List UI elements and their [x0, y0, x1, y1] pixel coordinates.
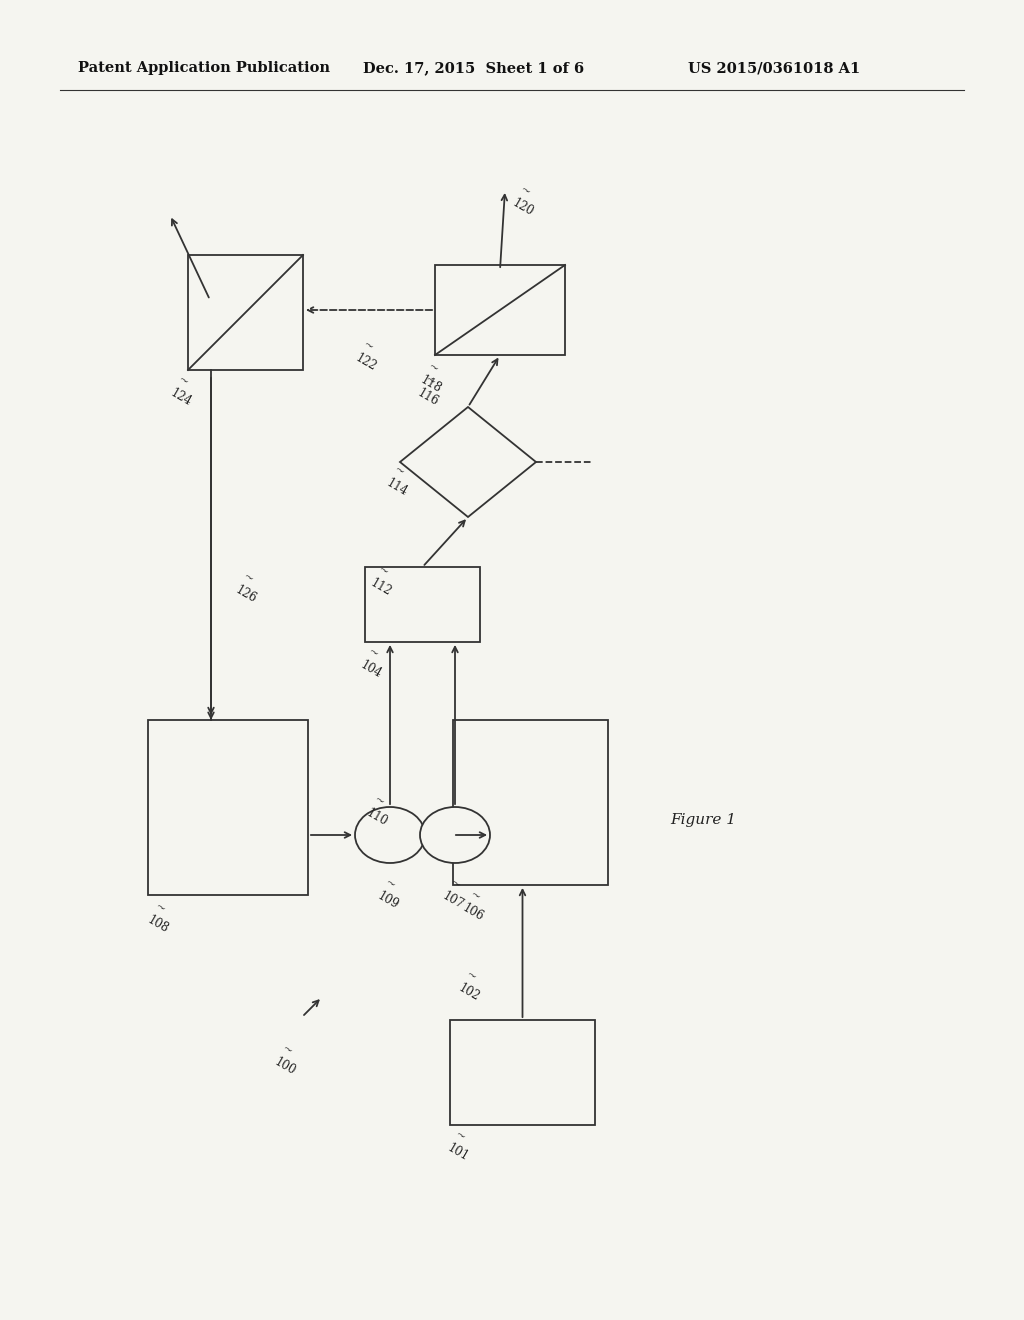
Ellipse shape: [420, 807, 490, 863]
Text: ~
124: ~ 124: [168, 374, 202, 408]
Text: ~
108: ~ 108: [145, 900, 178, 936]
Text: ~
106: ~ 106: [460, 888, 494, 924]
Text: US 2015/0361018 A1: US 2015/0361018 A1: [688, 61, 860, 75]
Text: ~
102: ~ 102: [456, 968, 489, 1003]
FancyBboxPatch shape: [435, 265, 565, 355]
Text: ~
107: ~ 107: [440, 876, 473, 911]
Text: Figure 1: Figure 1: [670, 813, 736, 828]
Polygon shape: [400, 407, 536, 517]
FancyBboxPatch shape: [365, 568, 480, 642]
Text: Patent Application Publication: Patent Application Publication: [78, 61, 330, 75]
Ellipse shape: [355, 807, 425, 863]
FancyBboxPatch shape: [148, 719, 308, 895]
Text: ~
104: ~ 104: [358, 645, 391, 680]
Text: Dec. 17, 2015  Sheet 1 of 6: Dec. 17, 2015 Sheet 1 of 6: [362, 61, 584, 75]
Text: ~
109: ~ 109: [375, 876, 409, 911]
Text: ~
116: ~ 116: [415, 374, 449, 408]
FancyBboxPatch shape: [450, 1020, 595, 1125]
FancyBboxPatch shape: [188, 255, 303, 370]
FancyBboxPatch shape: [453, 719, 608, 884]
Text: ~
114: ~ 114: [384, 463, 417, 499]
Text: ~
122: ~ 122: [353, 338, 386, 374]
Text: ~
120: ~ 120: [510, 183, 544, 218]
Text: ~
100: ~ 100: [272, 1041, 305, 1077]
Text: ~
126: ~ 126: [233, 570, 266, 606]
Text: ~
110: ~ 110: [364, 793, 397, 829]
Text: ~
101: ~ 101: [445, 1129, 478, 1163]
Text: ~
112: ~ 112: [368, 564, 401, 598]
Text: ~
118: ~ 118: [418, 360, 452, 395]
